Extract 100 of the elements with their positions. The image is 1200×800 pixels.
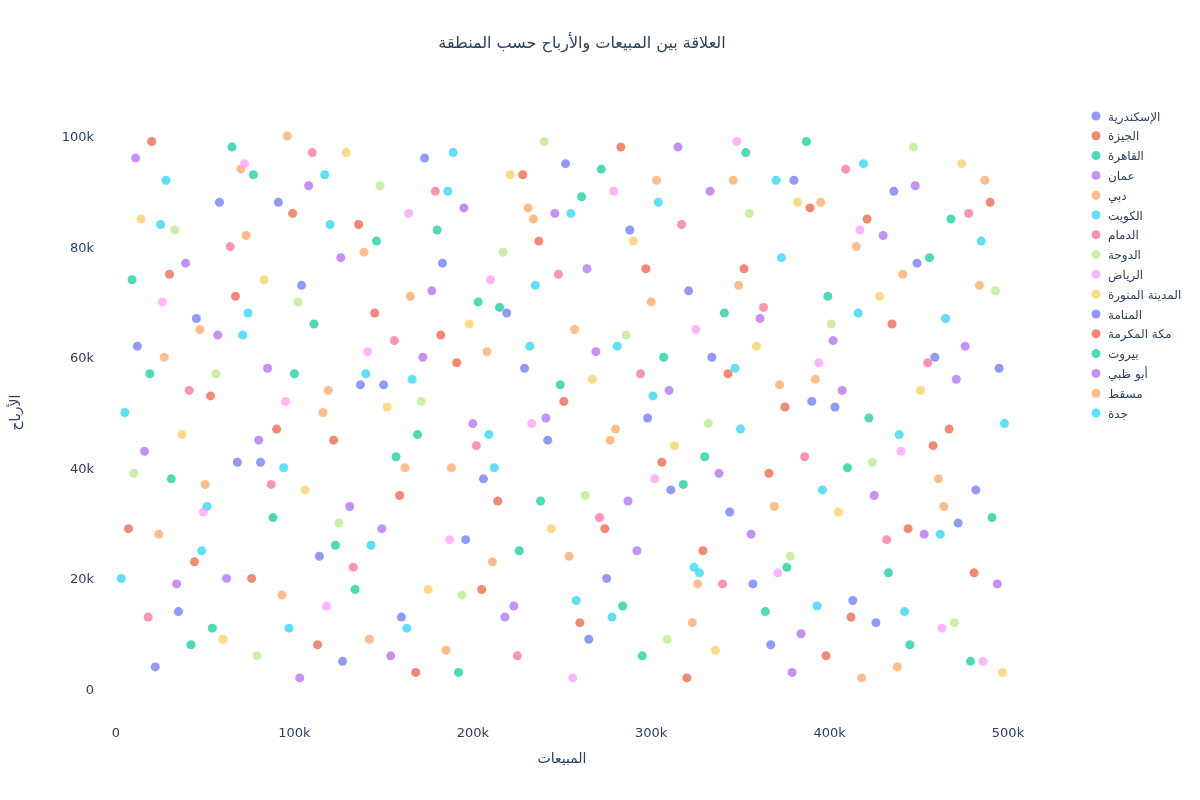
point [389,336,399,346]
point [853,308,863,318]
point [484,430,494,440]
point [323,385,333,395]
point [471,441,481,451]
point [493,496,503,506]
point [928,441,938,451]
legend-label: الدمام [1108,228,1139,243]
point [420,153,430,163]
point [416,396,426,406]
point [916,385,926,395]
point [350,584,360,594]
point [129,468,139,478]
point [992,579,1002,589]
point [309,319,319,329]
point [464,319,474,329]
point [609,186,619,196]
point [477,584,487,594]
point [170,225,180,235]
point [571,596,581,606]
point [454,667,464,677]
point [871,618,881,628]
point [566,208,576,218]
y-tick-label: 0 [85,682,94,697]
point [580,490,590,500]
point [787,667,797,677]
point [282,131,292,141]
point [256,457,265,467]
point [487,557,497,567]
point [325,219,335,229]
point [354,219,364,229]
point [166,474,176,484]
point [830,402,840,412]
point [584,634,594,644]
y-tick-label: 60k [69,350,95,366]
point [591,347,601,357]
point [391,452,401,462]
point [616,142,626,152]
point [980,175,990,185]
point [247,573,257,583]
point [834,507,844,517]
point [732,137,742,147]
legend-label: عمان [1108,168,1135,183]
point [546,524,556,534]
point [181,258,191,268]
point [147,137,157,147]
point [127,275,137,285]
point [423,584,433,594]
point [432,225,442,235]
point [755,313,765,323]
point [505,170,515,180]
point [725,507,735,517]
point [293,297,303,307]
point [944,424,954,434]
point [607,612,617,622]
point [564,551,574,561]
point [279,463,289,473]
point [998,667,1008,677]
x-tick-label: 400k [813,725,847,740]
point [541,413,551,423]
point [336,253,346,263]
point [684,286,694,296]
point [780,402,790,412]
point [577,192,587,202]
point [677,219,687,229]
point [371,236,381,246]
point [905,640,915,650]
point [486,275,496,285]
point [960,341,970,351]
point [377,524,387,534]
point [771,175,781,185]
point [851,242,861,252]
point [892,662,902,672]
point [687,618,697,628]
point [659,352,669,362]
point [925,253,934,263]
legend-label: القاهرة [1108,149,1144,165]
point [957,159,967,169]
point [482,347,492,357]
point [213,330,223,340]
point [225,242,235,252]
point [769,502,779,512]
y-tick-label: 80k [69,239,95,255]
point [314,551,324,561]
point [689,562,699,572]
point [218,634,228,644]
y-tick-label: 20k [69,571,95,587]
x-tick-label: 500k [991,725,1025,740]
point [116,573,126,583]
point [518,170,528,180]
point [361,369,371,379]
point [646,297,656,307]
point [375,181,385,191]
point [512,651,522,661]
point [910,181,920,191]
point [582,264,592,274]
point [691,325,701,335]
point [666,485,676,495]
point [430,186,440,196]
point [131,153,141,163]
